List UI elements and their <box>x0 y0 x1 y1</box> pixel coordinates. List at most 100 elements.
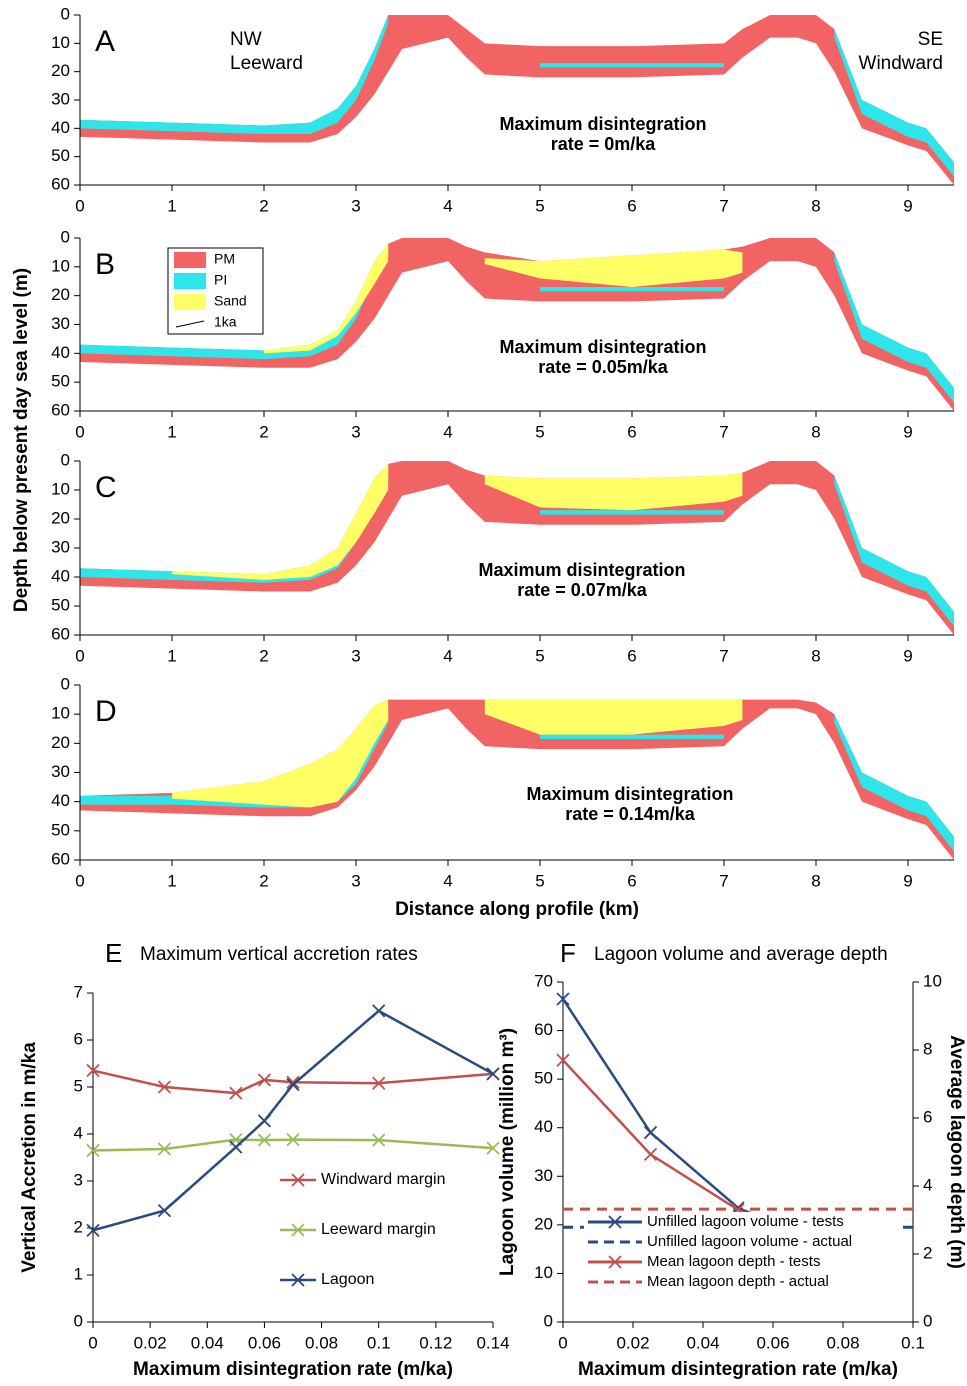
x-tick-label: 3 <box>351 871 360 890</box>
marker <box>86 1143 100 1158</box>
marker <box>286 1078 300 1092</box>
x-tick-label: 0.08 <box>826 1333 859 1352</box>
x-tick-label: 6 <box>627 646 636 665</box>
layer <box>80 463 389 583</box>
layer <box>484 249 743 288</box>
y-tick-label: 10 <box>51 479 70 498</box>
layer <box>834 475 954 627</box>
panel-label: A <box>95 25 115 58</box>
layer <box>484 472 743 511</box>
y-tick-label: 1 <box>74 1264 83 1283</box>
layer <box>540 287 724 292</box>
x-tick-label: 1 <box>167 646 176 665</box>
marker <box>286 1075 300 1089</box>
marker <box>643 1147 658 1162</box>
x-tick-label: 0 <box>88 1333 97 1352</box>
y-axis-label: Depth below present day sea level (m) <box>11 268 32 612</box>
series-line <box>561 998 809 1234</box>
x-tick-label: 4 <box>443 422 452 441</box>
legend-label: Lagoon <box>321 1271 374 1288</box>
y-tick-label: 0 <box>74 1311 83 1330</box>
layer <box>80 714 389 808</box>
annotation: rate = 0m/ka <box>551 134 657 154</box>
x-tick-label: 3 <box>351 646 360 665</box>
x-tick-label: 4 <box>443 196 452 215</box>
x-tick-label: 8 <box>811 871 820 890</box>
panel-label: C <box>95 471 117 504</box>
panel-label: E <box>105 938 122 968</box>
x-tick-label: 0.06 <box>248 1333 281 1352</box>
marker <box>229 1086 243 1100</box>
y-tick-label: 60 <box>51 400 70 419</box>
y-tick-label: 40 <box>51 118 70 137</box>
x-tick-label: 5 <box>535 646 544 665</box>
y-tick-label: 10 <box>51 256 70 275</box>
x-tick-label: 4 <box>443 646 452 665</box>
x-tick-label: 2 <box>259 871 268 890</box>
series-line <box>92 1009 494 1232</box>
x-tick-label: 9 <box>903 196 912 215</box>
annotation: rate = 0.05m/ka <box>538 357 669 377</box>
x-tick-label: 7 <box>719 646 728 665</box>
panel-label: D <box>95 695 117 728</box>
y-tick-label: 20 <box>51 733 70 752</box>
legend-swatch <box>174 252 206 268</box>
x-tick-label: 3 <box>351 196 360 215</box>
annotation: rate = 0.14m/ka <box>565 804 696 824</box>
y-tick-label: 3 <box>74 1170 83 1189</box>
marker <box>157 1203 172 1218</box>
y-tick-label: 20 <box>51 508 70 527</box>
layer <box>540 734 724 739</box>
x-tick-label: 9 <box>903 646 912 665</box>
annotation: Maximum disintegration <box>499 114 706 134</box>
x-tick-label: 9 <box>903 871 912 890</box>
x-tick-label: 0 <box>558 1333 567 1352</box>
x-tick-label: 8 <box>811 646 820 665</box>
legend-label: Windward margin <box>321 1171 445 1188</box>
x-tick-label: 4 <box>443 871 452 890</box>
x-tick-label: 8 <box>811 422 820 441</box>
legend-marker <box>291 1273 305 1287</box>
y-tick-label: 40 <box>534 1117 553 1136</box>
marker <box>372 1076 386 1090</box>
y-tick-label: 50 <box>51 372 70 391</box>
y-tick-label: 0 <box>61 227 70 246</box>
legend-label: Unfilled lagoon volume - tests <box>647 1213 844 1230</box>
marker <box>86 1063 100 1078</box>
y-tick-label: 40 <box>51 791 70 810</box>
x-tick-label: 0.1 <box>901 1333 925 1352</box>
note: SE <box>918 29 943 50</box>
x-tick-label: 7 <box>719 196 728 215</box>
y-tick-label: 60 <box>51 174 70 193</box>
x-axis-label: Distance along profile (km) <box>395 899 639 920</box>
y-tick-label: 30 <box>51 762 70 781</box>
x-tick-label: 7 <box>719 871 728 890</box>
x-tick-label: 2 <box>259 196 268 215</box>
marker <box>372 1004 386 1018</box>
x-tick-label: 0 <box>75 646 84 665</box>
marker <box>286 1133 300 1147</box>
x-tick-label: 0.1 <box>367 1333 391 1352</box>
layer <box>540 63 724 68</box>
y-tick-label: 30 <box>51 537 70 556</box>
legend-swatch <box>174 273 206 289</box>
y-axis-label: Lagoon volume (million m³) <box>497 1028 518 1276</box>
marker <box>157 1080 172 1094</box>
annotation: rate = 0.07m/ka <box>517 580 648 600</box>
y-tick-label: 0 <box>544 1311 553 1330</box>
y-tick-label: 20 <box>534 1214 553 1233</box>
x-tick-label: 0 <box>75 422 84 441</box>
y-tick-label: 6 <box>74 1029 83 1048</box>
annotation: Maximum disintegration <box>499 337 706 357</box>
x-tick-label: 0.08 <box>305 1333 338 1352</box>
y-tick-label: 4 <box>74 1123 83 1142</box>
layer <box>172 463 389 580</box>
x-tick-label: 7 <box>719 422 728 441</box>
y-tick-label: 0 <box>61 674 70 693</box>
layer <box>80 461 954 635</box>
legend-label: Mean lagoon depth - tests <box>647 1253 820 1270</box>
legend-marker <box>608 1215 622 1229</box>
legend-line <box>175 320 205 328</box>
x-tick-label: 5 <box>535 422 544 441</box>
marker <box>157 1142 172 1156</box>
